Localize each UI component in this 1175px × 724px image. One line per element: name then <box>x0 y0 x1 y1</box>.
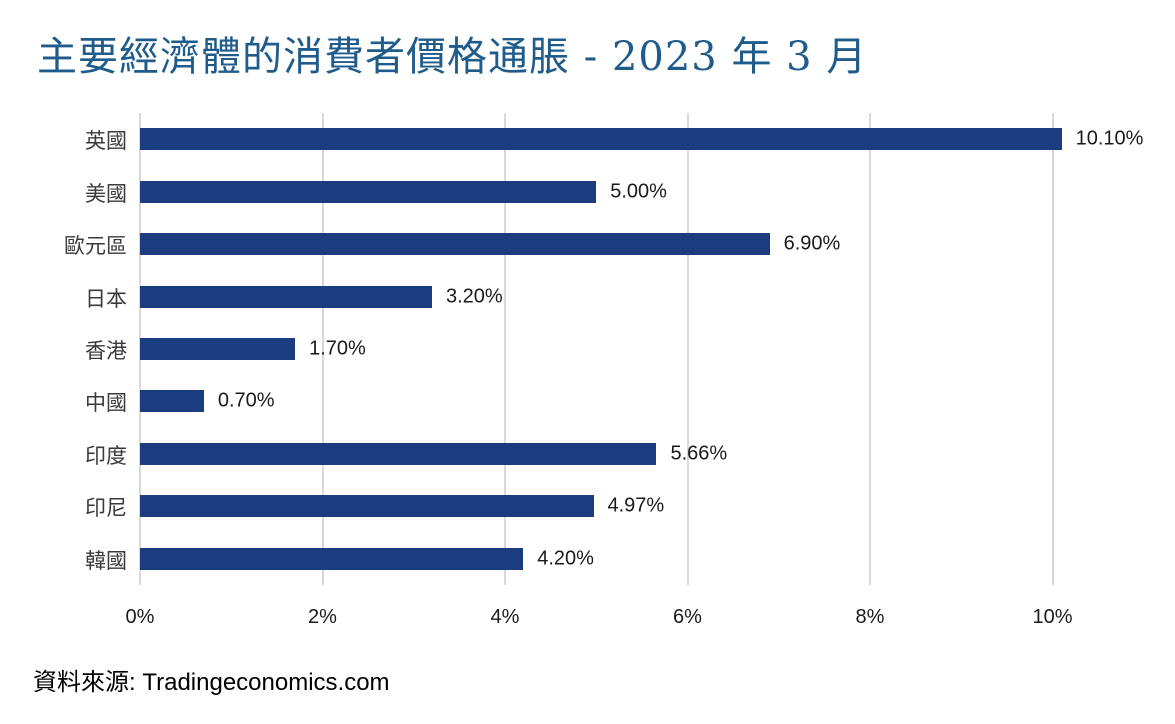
x-tick-label: 8% <box>855 606 885 628</box>
bar-row: 3.20% <box>140 270 1153 322</box>
value-label: 3.20% <box>446 285 503 308</box>
bar-2 <box>140 180 597 203</box>
bar-1 <box>140 128 1062 151</box>
bar-9 <box>140 547 524 570</box>
category-label: 中國 <box>85 391 127 416</box>
category-label: 日本 <box>85 286 127 311</box>
bar-row: 5.00% <box>140 165 1153 217</box>
value-label: 5.00% <box>610 180 667 203</box>
category-label: 印度 <box>85 443 127 468</box>
gridline <box>869 113 871 585</box>
category-label: 英國 <box>85 129 127 154</box>
x-tick-label: 2% <box>308 606 337 628</box>
x-tick-label: 6% <box>673 606 702 628</box>
category-label: 印尼 <box>85 496 127 521</box>
bar-row: 0.70% <box>140 375 1153 427</box>
chart-title: 主要經濟體的消費者價格通脹 - 2023 年 3 月 <box>37 34 868 80</box>
category-label: 美國 <box>85 181 127 206</box>
bar-8 <box>140 495 594 518</box>
x-tick-label: 10% <box>1032 606 1073 628</box>
value-label: 6.90% <box>783 232 841 255</box>
gridline <box>686 113 689 585</box>
bar-row: 4.97% <box>140 480 1153 532</box>
category-label: 香港 <box>85 339 127 363</box>
bar-row: 4.20% <box>140 533 1153 585</box>
value-label: 5.66% <box>670 442 728 465</box>
bar-6 <box>140 390 204 413</box>
bar-row: 5.66% <box>140 428 1153 480</box>
value-label: 4.20% <box>537 547 594 570</box>
gridline <box>321 113 324 585</box>
bar-7 <box>140 442 657 465</box>
value-label: 1.70% <box>309 337 366 360</box>
bar-row: 10.10% <box>140 113 1153 165</box>
bar-4 <box>140 285 432 308</box>
value-label: 4.97% <box>607 494 665 517</box>
category-label: 韓國 <box>85 548 127 573</box>
bar-3 <box>140 233 770 256</box>
bar-row: 1.70% <box>140 323 1153 375</box>
bar-5 <box>140 337 296 360</box>
gridline <box>504 113 506 585</box>
value-label: 0.70% <box>217 389 275 412</box>
x-tick-label: 0% <box>125 606 155 628</box>
category-label: 歐元區 <box>64 234 127 259</box>
source-note: 資料來源: Tradingeconomics.com <box>33 669 390 696</box>
plot-area: 10.10% 5.00% 6.90% 3.20% 1.70% 0.70% 5.66% 4.97… <box>139 113 1153 585</box>
bar-row: 6.90% <box>140 218 1153 270</box>
value-label: 10.10% <box>1075 127 1144 150</box>
x-tick-label: 4% <box>490 606 520 628</box>
gridline <box>1051 113 1054 585</box>
